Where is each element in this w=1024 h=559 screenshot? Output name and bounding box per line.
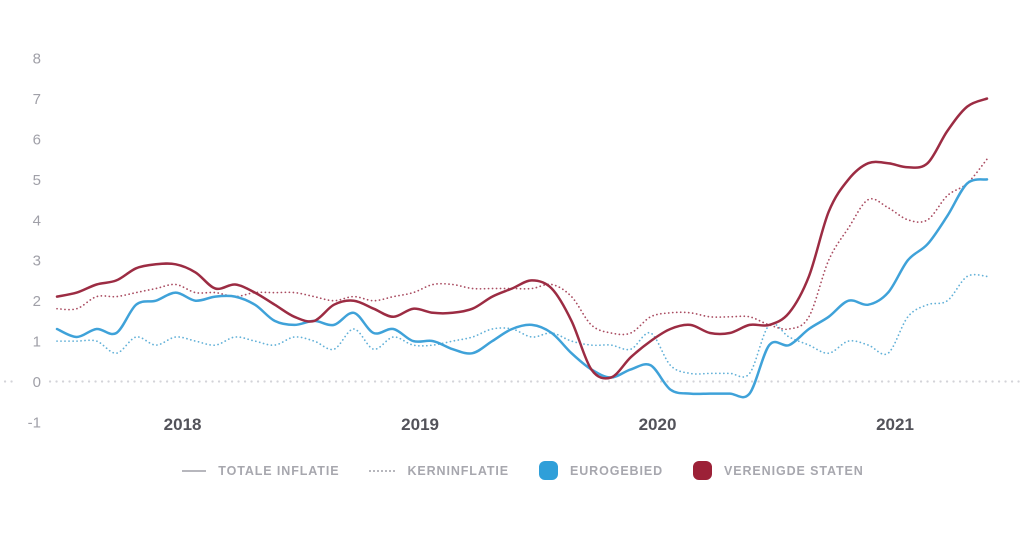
y-axis-tick-label: 1 — [33, 334, 41, 351]
legend-item-totale-inflatie: TOTALE INFLATIE — [182, 464, 339, 478]
dotted-line-key-icon — [369, 469, 396, 472]
legend-label: KERNINFLATIE — [407, 463, 509, 478]
eurogebied-color-swatch — [538, 461, 558, 480]
series-line-verenigde-staten-kerninflatie — [56, 158, 988, 336]
legend-label: EUROGEBIED — [569, 463, 664, 478]
solid-line-key-icon — [182, 469, 207, 472]
y-axis-tick-label: 5 — [33, 172, 41, 189]
y-axis-tick-label: 3 — [33, 253, 41, 270]
y-axis-tick-label: 6 — [33, 132, 41, 149]
legend-item-kerninflatie: KERNINFLATIE — [369, 464, 509, 478]
chart-canvas: -1 0 1 2 3 4 5 6 7 8 2018 2019 2020 2021 — [3, 51, 1022, 434]
legend-label: TOTALE INFLATIE — [218, 463, 340, 478]
chart-legend: TOTALE INFLATIE KERNINFLATIE EUROGEBIED … — [0, 461, 1024, 480]
y-axis-tick-label: 0 — [33, 374, 41, 391]
series-line-verenigde-staten-totale-inflatie — [55, 97, 989, 380]
legend-item-eurogebied: EUROGEBIED — [538, 461, 664, 480]
x-axis-year-label: 2020 — [639, 415, 677, 434]
legend-item-verenigde-staten: VERENIGDE STATEN — [693, 461, 864, 480]
series-line-eurogebied-totale-inflatie — [55, 178, 989, 399]
x-axis-year-label: 2019 — [401, 415, 439, 434]
y-axis-tick-label: 2 — [33, 293, 41, 310]
series-line-eurogebied-kerninflatie — [56, 273, 988, 378]
y-axis-tick-label: 7 — [33, 91, 41, 108]
y-axis-tick-label: 4 — [33, 212, 41, 229]
y-axis-tick-label: -1 — [28, 414, 41, 431]
verenigde-staten-color-swatch — [693, 461, 713, 480]
x-axis-year-label: 2021 — [876, 415, 914, 434]
x-axis-year-label: 2018 — [164, 415, 202, 434]
legend-label: VERENIGDE STATEN — [724, 463, 864, 478]
y-axis-tick-label: 8 — [33, 51, 41, 68]
